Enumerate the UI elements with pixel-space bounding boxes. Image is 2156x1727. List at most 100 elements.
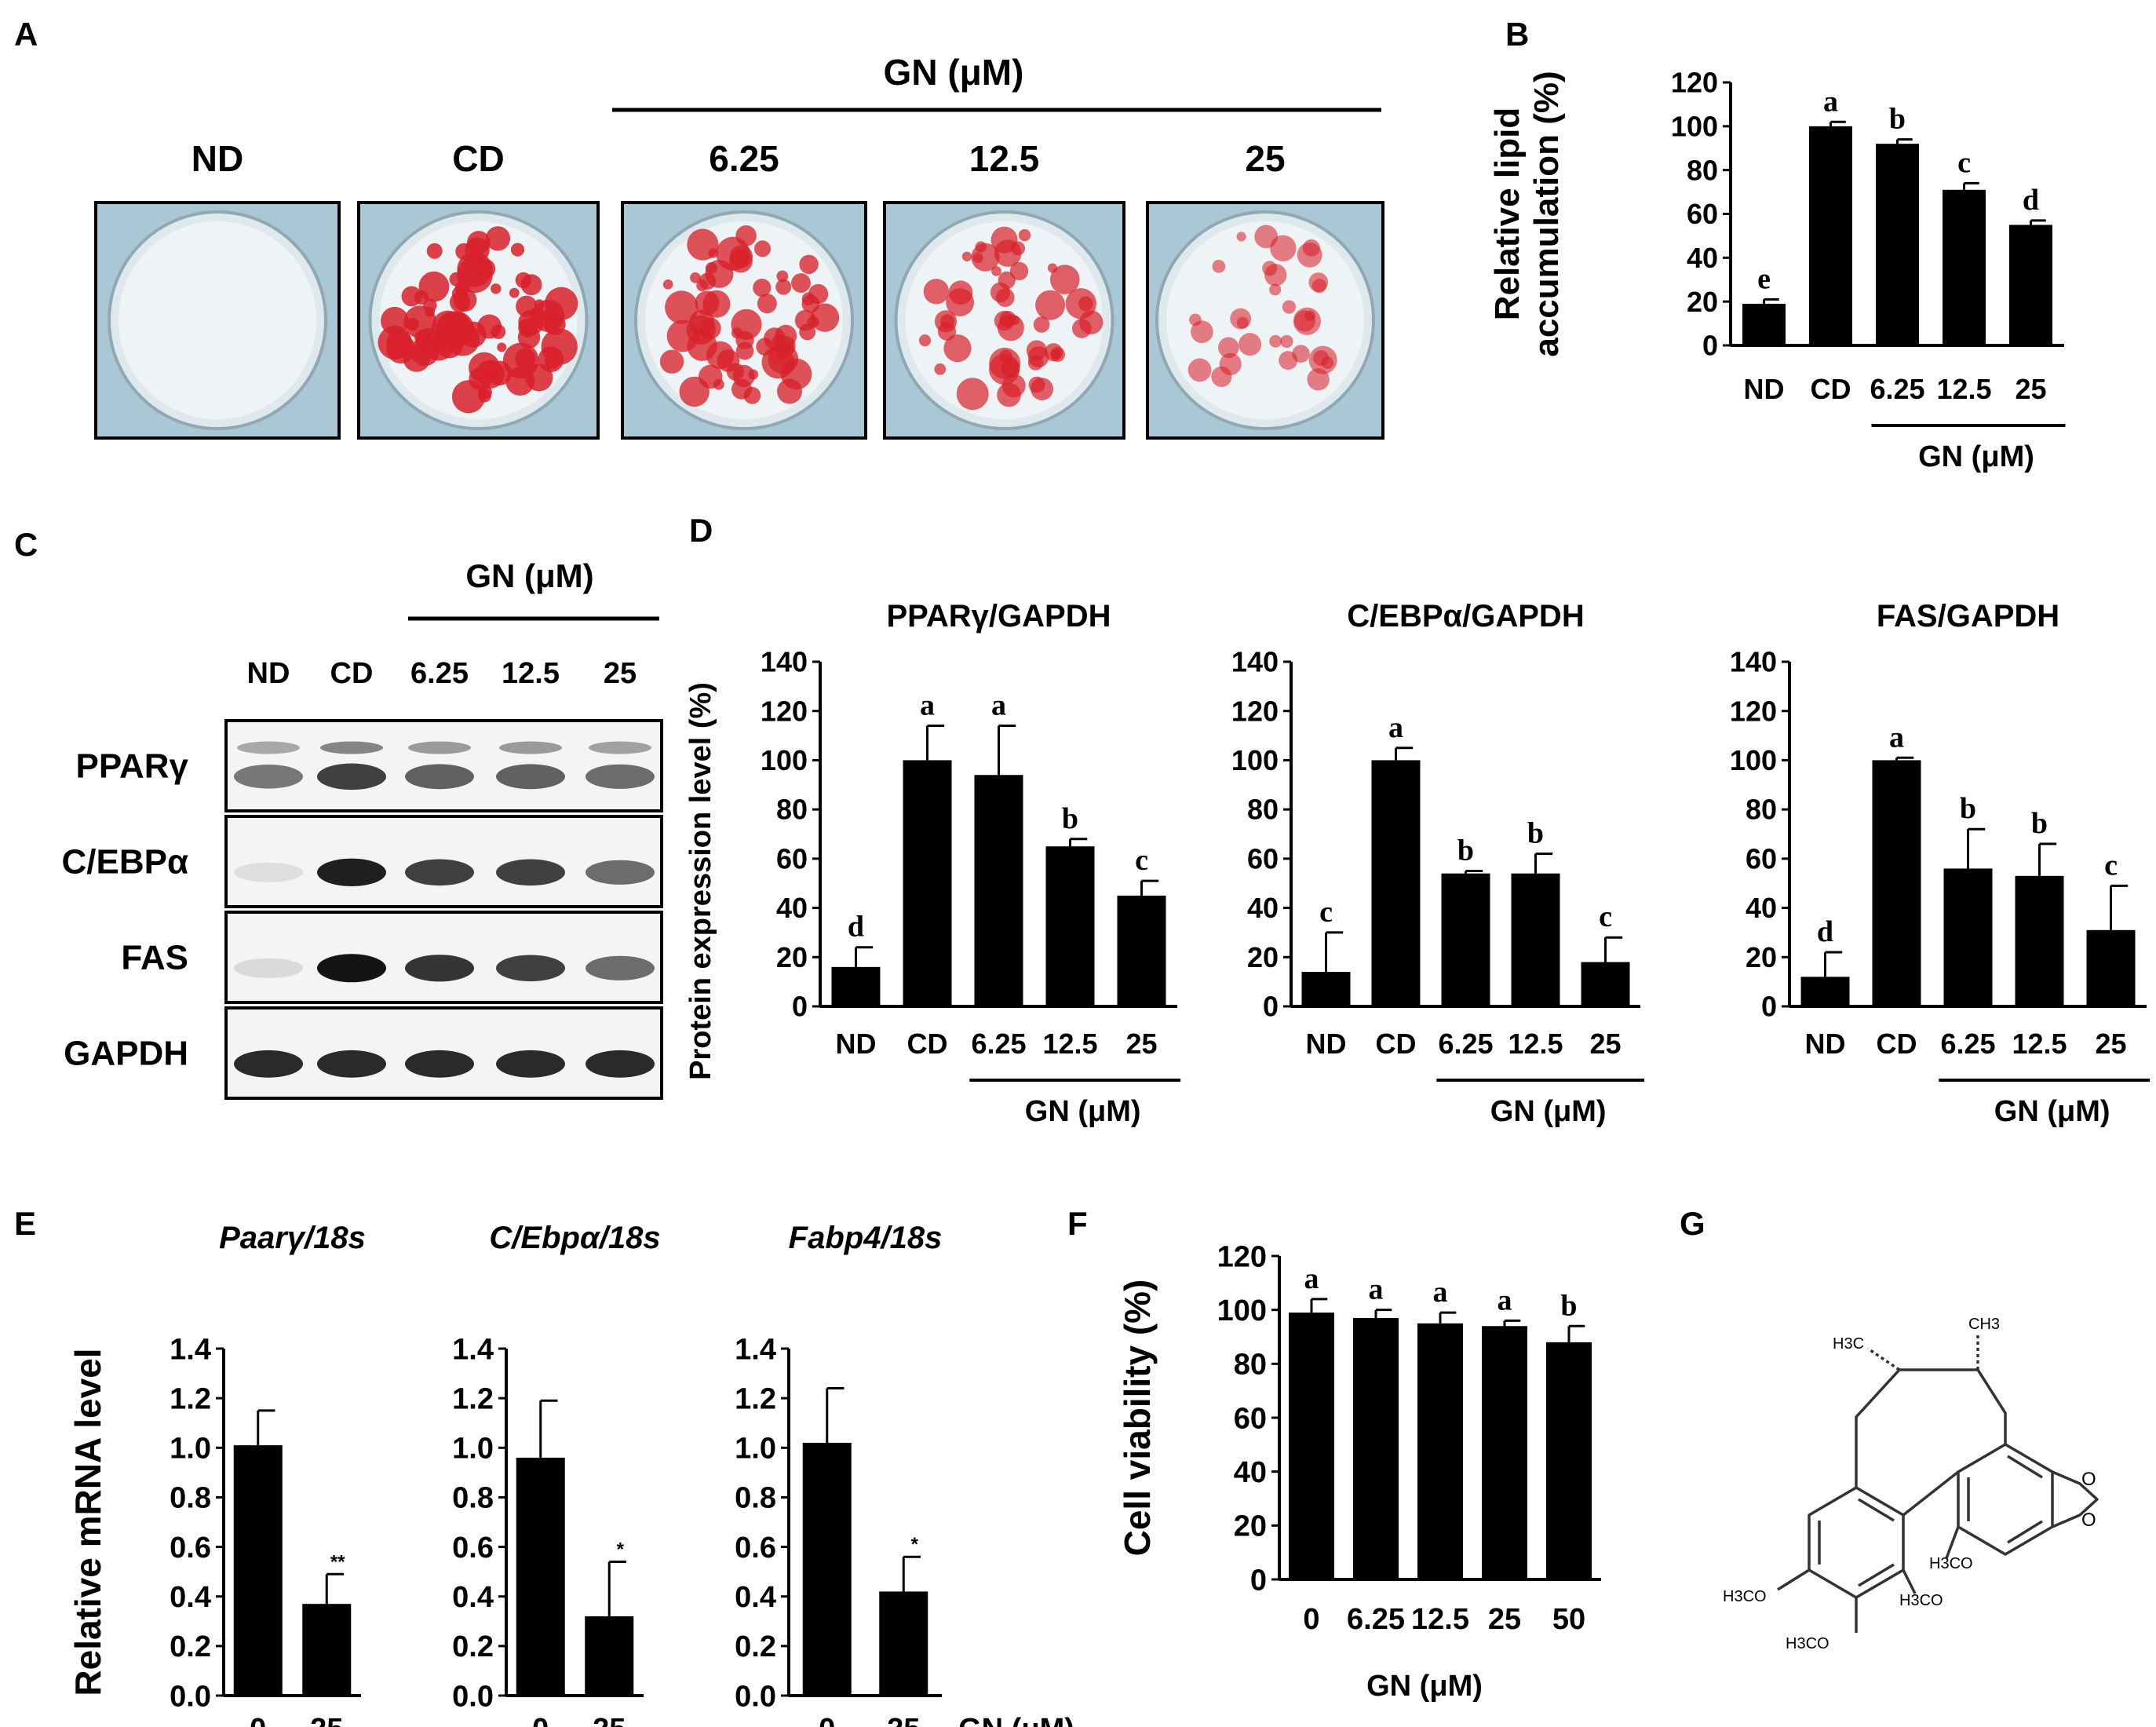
y-tick-label: 1.4 — [452, 1333, 494, 1366]
label-h3c: H3C — [1833, 1335, 1864, 1353]
lipid-stain-spot — [1269, 283, 1282, 296]
lane-label: ND — [247, 657, 290, 690]
significance-letter: b — [1560, 1289, 1577, 1322]
group-label: GN (μM) — [1025, 1095, 1141, 1128]
lipid-stain-spot — [1307, 368, 1330, 391]
y-tick-label: 0 — [1263, 991, 1279, 1023]
lipid-stain-spot — [998, 271, 1016, 289]
lane-label: CD — [330, 657, 374, 690]
y-tick-label: 20 — [776, 941, 808, 973]
lipid-stain-spot — [401, 286, 422, 307]
y-tick-label: 100 — [1730, 744, 1777, 776]
bar — [831, 966, 881, 1006]
chart-title: C/Ebpα/18s — [489, 1221, 660, 1255]
y-tick-label: 20 — [1234, 1510, 1267, 1543]
lipid-stain-spot — [776, 347, 789, 360]
y-tick-label: 40 — [1687, 242, 1718, 274]
x-tick-label: 6.25 — [1940, 1028, 1995, 1060]
bar — [879, 1591, 928, 1696]
bar — [1581, 962, 1630, 1006]
methylenedioxy-bridge — [2052, 1470, 2099, 1528]
y-axis-label: Relative mRNA level — [67, 1348, 108, 1696]
y-tick-label: 0.4 — [170, 1581, 211, 1614]
y-tick-label: 80 — [1746, 794, 1777, 826]
lipid-stain-spot — [1212, 259, 1226, 273]
group-label: GN (μM) — [1490, 1095, 1607, 1128]
x-tick-label: 0 — [819, 1713, 835, 1727]
lipid-stain-spot — [1321, 356, 1334, 369]
y-tick-label: 1.4 — [735, 1333, 776, 1366]
bar — [1482, 1326, 1527, 1579]
lipid-stain-spot — [450, 291, 471, 312]
panel-letter-a: A — [14, 16, 38, 53]
group-label: GN (μM) — [1994, 1095, 2110, 1128]
well-label: 12.5 — [969, 138, 1040, 179]
lipid-stain-spot — [510, 243, 525, 257]
x-tick-label: 25 — [310, 1713, 343, 1727]
bar — [1943, 868, 1993, 1006]
y-tick-label: 0.6 — [170, 1532, 211, 1565]
y-tick-label: 60 — [1687, 198, 1718, 230]
chart-title: C/EBPα/GAPDH — [1347, 599, 1584, 633]
significance-letter: a — [1889, 721, 1904, 754]
protein-band-upper — [408, 741, 471, 754]
bar — [1371, 760, 1421, 1006]
y-tick-label: 20 — [1247, 941, 1279, 973]
lipid-stain-spot — [1293, 307, 1321, 335]
x-tick-label: 6.25 — [1347, 1603, 1405, 1636]
lipid-stain-spot — [425, 306, 435, 317]
y-tick-label: 100 — [761, 744, 808, 776]
y-tick-label: 60 — [1746, 842, 1777, 874]
y-tick-label: 0 — [792, 991, 808, 1023]
lipid-stain-spot — [517, 326, 541, 349]
lipid-stain-spot — [989, 353, 1020, 385]
panel-letter-d: D — [689, 512, 713, 549]
bar — [2086, 929, 2136, 1006]
chart-title: Paarγ/18s — [219, 1221, 366, 1255]
bar — [1511, 873, 1560, 1006]
y-tick-label: 40 — [1234, 1456, 1267, 1489]
left-ring-double-bond — [1858, 1498, 1895, 1522]
bar — [1353, 1317, 1399, 1579]
significance-letter: a — [1369, 1273, 1384, 1306]
y-tick-label: 0.2 — [170, 1630, 211, 1663]
x-tick-label: 12.5 — [2012, 1028, 2067, 1060]
significance-letter: b — [1960, 792, 1976, 825]
x-tick-label: CD — [907, 1028, 948, 1060]
lipid-stain-spot — [1218, 337, 1239, 359]
protein-band — [586, 1050, 655, 1078]
lipid-stain-spot — [1236, 232, 1246, 242]
protein-band — [317, 763, 386, 790]
lipid-stain-spot — [690, 272, 701, 283]
protein-band — [234, 958, 303, 978]
lipid-stain-spot — [1047, 263, 1058, 273]
x-tick-label: 25 — [1125, 1028, 1157, 1060]
left-ring-double-bond — [1858, 1563, 1895, 1587]
chart-title: FAS/GAPDH — [1877, 599, 2059, 633]
lipid-stain-spot — [1028, 376, 1045, 393]
y-tick-label: 120 — [1671, 67, 1718, 99]
x-tick-label: CD — [1376, 1028, 1417, 1060]
lipid-stain-spot — [1254, 225, 1279, 249]
lipid-stain-spot — [1035, 290, 1066, 320]
y-tick-label: 120 — [1231, 695, 1279, 727]
y-tick-label: 0.4 — [735, 1581, 776, 1614]
significance-letter: b — [2031, 807, 2048, 840]
protein-band — [234, 862, 303, 882]
significance-stars: * — [617, 1539, 625, 1561]
lipid-stain-spot — [695, 290, 720, 316]
lipid-stain-spot — [491, 283, 502, 294]
y-tick-label: 80 — [1687, 154, 1718, 186]
lipid-stain-spot — [497, 342, 507, 352]
well-label: 6.25 — [709, 138, 779, 179]
significance-letter: b — [1527, 817, 1544, 850]
y-tick-label: 100 — [1671, 110, 1718, 142]
significance-letter: a — [1823, 85, 1838, 118]
label-o-top: O — [2081, 1469, 2096, 1490]
lipid-stain-spot — [665, 290, 699, 324]
protein-band — [317, 954, 386, 983]
y-tick-label: 40 — [1746, 892, 1777, 924]
chart-d-fas: 0 20 40 60 80 100 120 140 ND d CD a 6.25 b 12.5 b 25 c FAS… — [1730, 599, 2151, 1128]
panel-letter-e: E — [14, 1205, 36, 1242]
y-tick-label: 120 — [761, 695, 808, 727]
